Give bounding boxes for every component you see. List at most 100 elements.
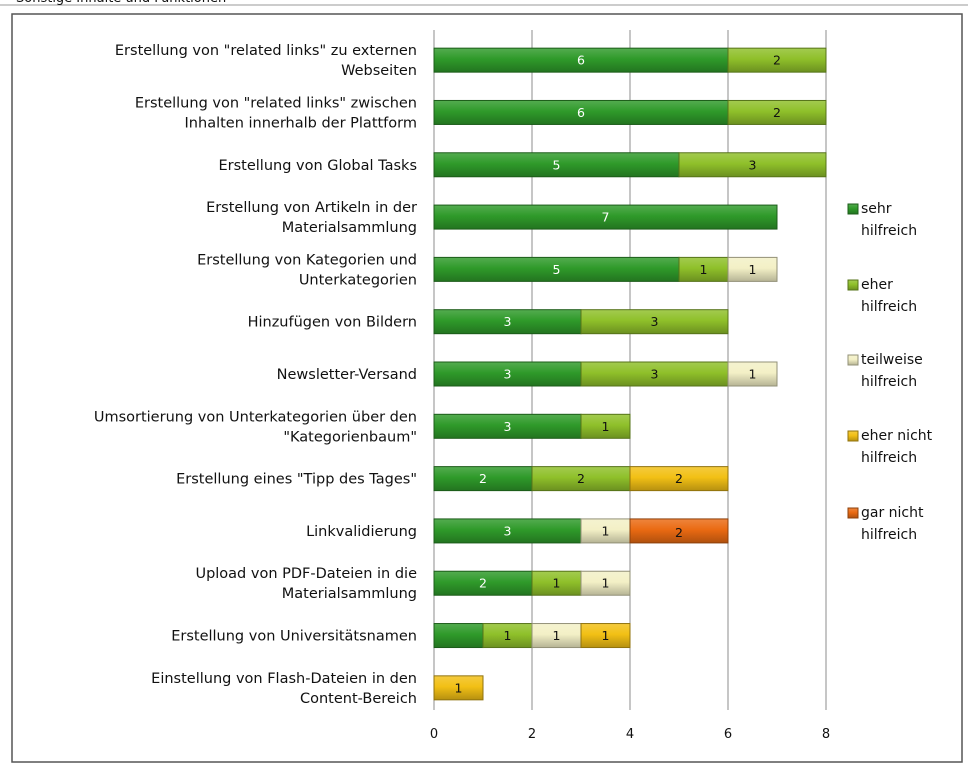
outer-frame	[11, 13, 963, 763]
legend-swatch	[847, 279, 859, 291]
bar-row-9: Linkvalidierung 3 1 2	[306, 518, 729, 544]
data-label: 6	[577, 53, 585, 68]
bar-segment-teilweise-hilfreich	[727, 256, 778, 282]
data-label: 5	[553, 262, 561, 277]
legend-swatch	[847, 354, 859, 366]
data-label: 1	[602, 523, 610, 538]
data-label: 2	[773, 53, 781, 68]
bar-row-5: Hinzufügen von Bildern 3 3	[248, 309, 729, 335]
bar-segment-teilweise-hilfreich	[580, 570, 631, 596]
bar-segment-sehr-hilfreich	[433, 47, 729, 73]
bar-row-6: Newsletter-Versand 3 3 1	[277, 361, 778, 387]
bar-segment-sehr-hilfreich	[433, 309, 582, 335]
data-label: 1	[602, 419, 610, 434]
data-label: 1	[700, 262, 708, 277]
legend-item-gar-nicht-hilfreich: gar nicht hilfreich	[847, 505, 924, 543]
legend-label: gar nicht hilfreich	[861, 505, 924, 543]
data-label: 3	[504, 419, 512, 434]
legend-label: eher nicht hilfreich	[861, 428, 933, 466]
bar-segment-sehr-hilfreich	[433, 99, 729, 125]
bar-segment-eher-hilfreich	[580, 413, 631, 439]
data-label: 1	[504, 628, 512, 643]
legend: sehr hilfreich eher hilfreich teilweise hilfr…	[847, 201, 933, 543]
bar-segment-sehr-hilfreich	[433, 413, 582, 439]
top-caption: Sonstige Inhalte und Funktionen	[16, 0, 226, 6]
x-tick-label-0: 0	[430, 727, 438, 742]
category-label: Einstellung von Flash-Dateien in den Cont…	[151, 671, 417, 707]
category-label: Erstellung von "related links" zwischen I…	[135, 95, 417, 131]
bar-row-10: Upload von PDF-Dateien in die Materialsam…	[195, 566, 631, 602]
data-label: 6	[577, 105, 585, 120]
data-label: 2	[675, 471, 683, 486]
bar-segment-eher-hilfreich	[531, 570, 582, 596]
legend-label: teilweise hilfreich	[861, 352, 923, 390]
data-label: 3	[504, 523, 512, 538]
bar-row-12: Einstellung von Flash-Dateien in den Cont…	[151, 671, 484, 707]
category-label: Upload von PDF-Dateien in die Materialsam…	[195, 566, 417, 602]
legend-item-sehr-hilfreich: sehr hilfreich	[847, 201, 917, 239]
bar-segment-eher-hilfreich	[531, 466, 631, 492]
bar-segment-eher-hilfreich	[678, 256, 729, 282]
x-tick-label-8: 8	[822, 727, 830, 742]
data-label: 1	[553, 576, 561, 591]
data-label: 3	[504, 367, 512, 382]
legend-swatch	[847, 507, 859, 519]
data-label: 3	[749, 157, 757, 172]
category-label: Hinzufügen von Bildern	[248, 315, 417, 331]
bar-row-4: Erstellung von Kategorien und Unterkatego…	[197, 252, 778, 288]
bar-row-11: Erstellung von Universitätsnamen 1 1 1	[171, 623, 631, 649]
bar-segment-teilweise-hilfreich	[531, 623, 582, 649]
data-label: 3	[504, 314, 512, 329]
bar-segment-eher-hilfreich	[580, 309, 729, 335]
x-tick-label-2: 2	[528, 727, 536, 742]
data-label: 2	[577, 471, 585, 486]
legend-item-eher-nicht-hilfreich: eher nicht hilfreich	[847, 428, 933, 466]
bar-segment-sehr-hilfreich	[433, 518, 582, 544]
bar-segment-sehr-hilfreich	[433, 623, 484, 649]
bar-segment-eher-hilfreich	[727, 99, 827, 125]
data-label: 2	[479, 471, 487, 486]
category-label: Erstellung von Universitätsnamen	[171, 629, 417, 645]
category-label: Erstellung von Artikeln in der Materialsa…	[206, 200, 417, 236]
x-tick-label-4: 4	[626, 727, 634, 742]
data-label: 5	[553, 157, 561, 172]
bar-row-1: Erstellung von "related links" zwischen I…	[135, 95, 827, 131]
legend-swatch	[847, 430, 859, 442]
data-label: 1	[602, 628, 610, 643]
category-label: Umsortierung von Unterkategorien über de…	[94, 409, 417, 445]
bar-segment-sehr-hilfreich	[433, 570, 533, 596]
legend-item-teilweise-hilfreich: teilweise hilfreich	[847, 352, 923, 390]
bar-segment-eher-nicht-hilfreich	[629, 466, 729, 492]
bar-segment-teilweise-hilfreich	[580, 518, 631, 544]
legend-item-eher-hilfreich: eher hilfreich	[847, 277, 917, 315]
category-label: Linkvalidierung	[306, 524, 417, 540]
category-label: Erstellung von Global Tasks	[219, 158, 418, 174]
data-label: 1	[602, 576, 610, 591]
bar-segment-eher-hilfreich	[678, 152, 827, 178]
data-label: 1	[455, 680, 463, 695]
bar-segment-eher-hilfreich	[580, 361, 729, 387]
bar-row-8: Erstellung eines "Tipp des Tages" 2 2 2	[176, 466, 729, 492]
data-label: 2	[773, 105, 781, 120]
bar-segment-eher-nicht-hilfreich	[433, 675, 484, 701]
bar-row-0: Erstellung von "related links" zu extern…	[115, 43, 827, 79]
bar-segment-eher-nicht-hilfreich	[580, 623, 631, 649]
bar-row-3: Erstellung von Artikeln in der Materialsa…	[206, 200, 778, 236]
legend-label: sehr hilfreich	[861, 201, 917, 239]
bar-row-7: Umsortierung von Unterkategorien über de…	[94, 409, 631, 445]
data-label: 3	[651, 314, 659, 329]
legend-swatch	[847, 203, 859, 215]
data-label: 1	[749, 262, 757, 277]
category-label: Erstellung von Kategorien und Unterkatego…	[197, 252, 417, 288]
data-label: 2	[675, 525, 683, 540]
data-label: 2	[479, 576, 487, 591]
category-label: Erstellung eines "Tipp des Tages"	[176, 472, 417, 488]
category-label: Erstellung von "related links" zu extern…	[115, 43, 417, 79]
data-label: 7	[602, 210, 610, 225]
data-label: 1	[749, 367, 757, 382]
x-tick-label-6: 6	[724, 727, 732, 742]
bar-segment-eher-hilfreich	[727, 47, 827, 73]
data-label: 1	[553, 628, 561, 643]
